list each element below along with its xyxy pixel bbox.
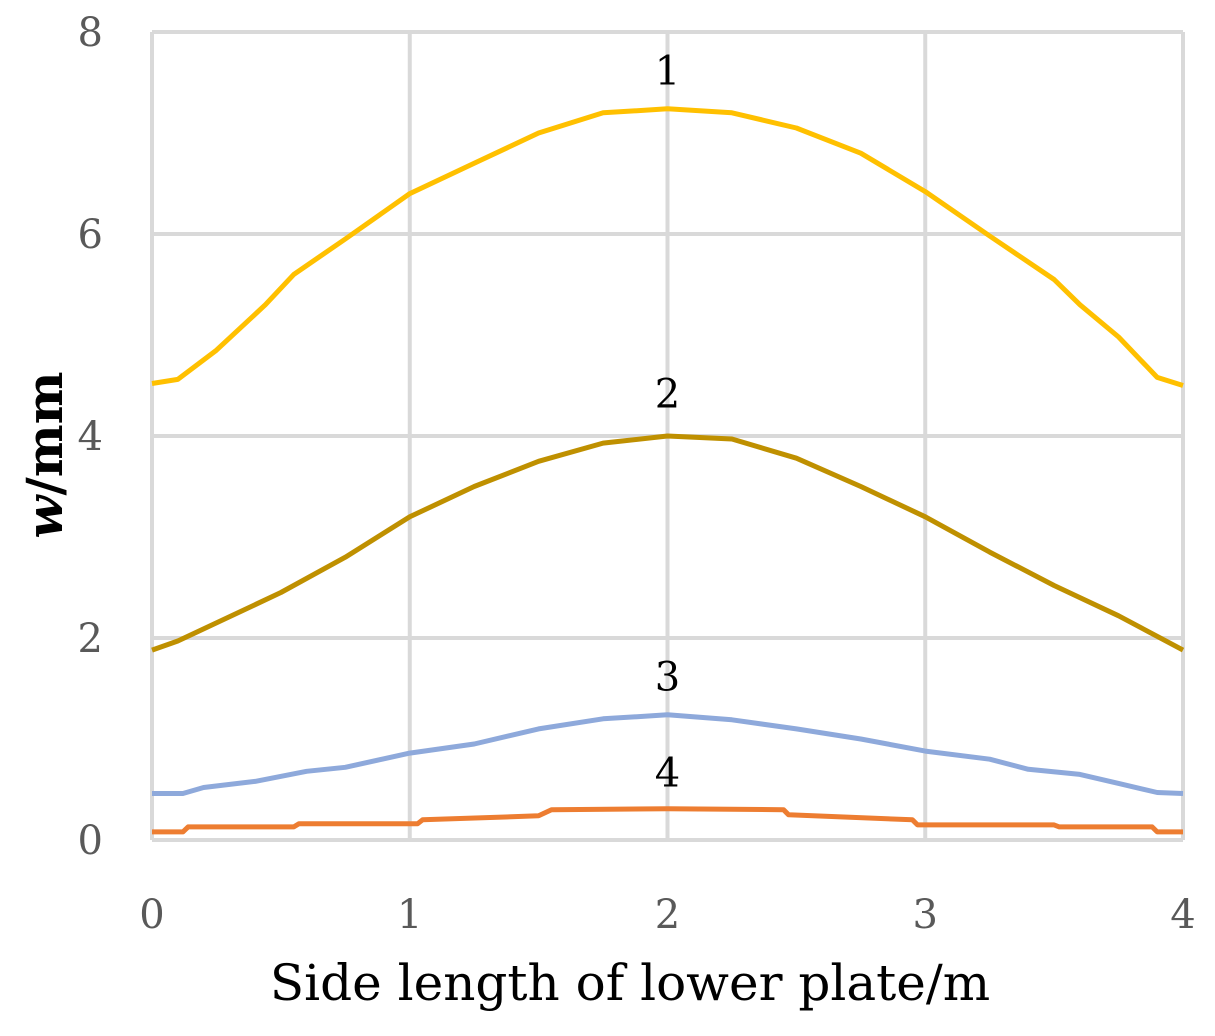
y-tick-label: 2: [78, 616, 103, 662]
grid: [150, 30, 1185, 842]
tick-labels: 0 1 2 3 4 0 2 4 6 8: [78, 10, 1196, 938]
x-tick-label: 3: [913, 892, 938, 938]
y-axis-label-symbol: w: [15, 494, 74, 539]
curve-annotations: 1 2 3 4: [655, 48, 680, 796]
curve-label-3: 3: [655, 654, 680, 700]
y-axis-label-unit: /mm: [15, 371, 74, 495]
curve-label-1: 1: [655, 48, 680, 94]
y-tick-label: 6: [78, 212, 103, 258]
x-tick-label: 1: [397, 892, 422, 938]
y-tick-label: 8: [78, 10, 103, 56]
x-tick-label: 0: [139, 892, 164, 938]
series-line-4: [152, 806, 1183, 835]
series-line-1: [151, 106, 1184, 388]
curve-label-4: 4: [655, 750, 680, 796]
series-lines: [151, 106, 1185, 835]
y-tick-label: 4: [78, 414, 103, 460]
x-tick-label: 2: [655, 892, 680, 938]
x-tick-label: 4: [1170, 892, 1195, 938]
y-axis-label: w/mm: [15, 371, 74, 538]
y-tick-label: 0: [78, 818, 103, 864]
series-line-2: [151, 433, 1185, 653]
x-axis-label: Side length of lower plate/m: [270, 954, 990, 1012]
series-line-3: [152, 712, 1184, 796]
curve-label-2: 2: [655, 372, 680, 418]
